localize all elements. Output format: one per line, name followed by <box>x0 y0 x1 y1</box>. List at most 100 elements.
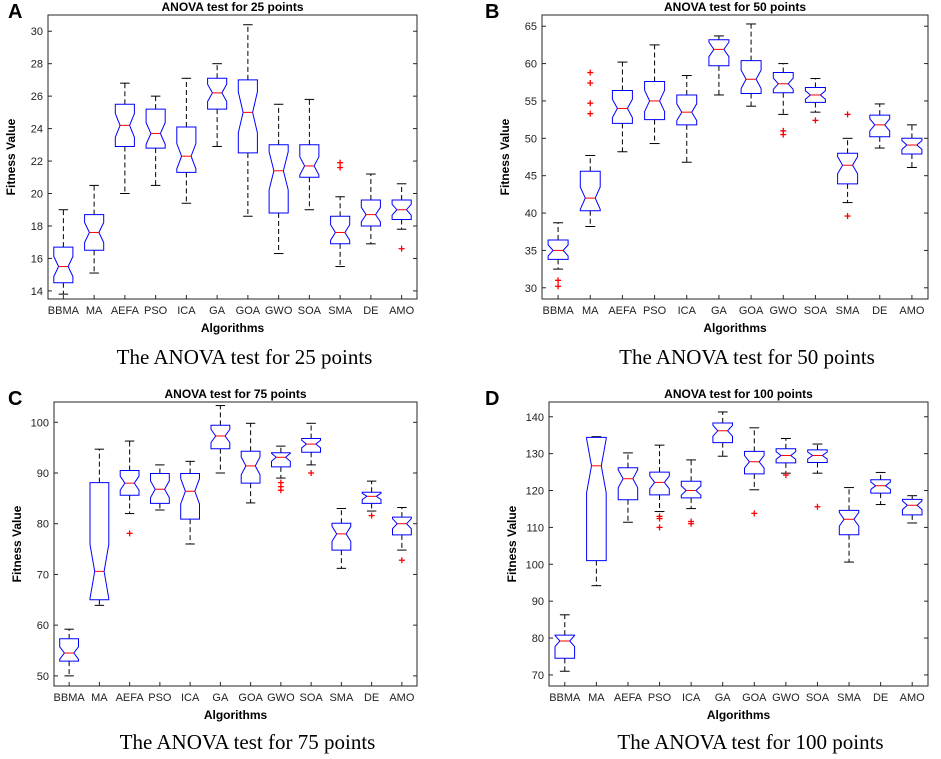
box-ga <box>712 411 733 457</box>
box-sma <box>837 111 859 220</box>
notched-box <box>361 491 382 504</box>
notched-box <box>870 479 891 494</box>
x-tick-label: DE <box>873 692 888 704</box>
x-tick-label: ICA <box>678 305 697 317</box>
x-tick-label: AEFA <box>614 692 643 704</box>
notched-box <box>299 144 320 178</box>
x-tick-label: SOA <box>300 692 324 704</box>
x-tick-label: SOA <box>804 305 828 317</box>
x-tick-label: DE <box>364 692 379 704</box>
box-ga <box>708 35 730 96</box>
y-axis-label: Fitness Value <box>505 505 519 582</box>
box-bbma <box>547 222 569 290</box>
notched-box <box>268 144 289 214</box>
notched-box <box>180 473 200 520</box>
notched-box <box>617 467 639 501</box>
notched-box <box>837 152 859 185</box>
box-ica <box>676 75 698 163</box>
notched-box <box>804 87 826 103</box>
chart-panel-b: B ANOVA test for 50 points 30 35 40 45 50 55 60 6… <box>485 0 929 335</box>
y-tick-label: 65 <box>525 21 537 33</box>
y-tick-label: 90 <box>532 596 544 608</box>
box-bbma <box>554 614 576 672</box>
x-tick-label: MA <box>588 692 605 704</box>
notched-box <box>579 170 601 212</box>
x-axis-label: Algorithms <box>707 708 771 722</box>
x-tick-label: BBMA <box>549 692 581 704</box>
box-sma <box>331 508 352 569</box>
notched-box <box>210 424 231 450</box>
plot-frame <box>548 401 929 687</box>
notched-box <box>89 482 110 601</box>
notched-box <box>740 60 762 94</box>
chart-panel-c: C ANOVA test for 75 points 50 60 70 80 90 100 Fi… <box>8 387 418 722</box>
box-ma <box>579 69 601 228</box>
chart-title: ANOVA test for 50 points <box>664 0 806 14</box>
y-tick-label: 40 <box>525 208 537 220</box>
y-tick-label: 28 <box>31 59 43 71</box>
chart-title: ANOVA test for 75 points <box>164 387 306 401</box>
notched-box <box>807 449 828 463</box>
notched-box <box>744 450 765 475</box>
box-ga <box>210 405 231 474</box>
y-axis-label: Fitness Value <box>4 118 18 195</box>
y-tick-label: 45 <box>525 171 537 183</box>
notched-box <box>391 199 412 220</box>
x-tick-label: MA <box>86 305 103 317</box>
x-tick-label: AMO <box>899 305 925 317</box>
x-tick-label: GOA <box>739 305 764 317</box>
box-goa <box>740 23 762 107</box>
box-bbma <box>53 209 74 295</box>
notched-box <box>114 103 135 147</box>
y-tick-label: 60 <box>37 620 49 632</box>
y-tick-label: 120 <box>526 486 544 498</box>
plot-frame <box>47 14 418 300</box>
x-tick-label: AEFA <box>608 305 637 317</box>
box-aefa <box>114 82 135 195</box>
box-ma <box>586 436 607 587</box>
y-tick-label: 140 <box>526 412 544 424</box>
box-ica <box>680 459 702 527</box>
box-bbma <box>59 628 79 677</box>
plot-frame <box>541 14 929 300</box>
y-tick-label: 130 <box>526 449 544 461</box>
y-tick-label: 30 <box>31 26 43 38</box>
y-axis-label: Fitness Value <box>498 118 512 195</box>
notched-box <box>392 516 412 536</box>
notched-box <box>586 436 607 562</box>
x-tick-label: GWO <box>267 692 295 704</box>
y-tick-label: 55 <box>525 96 537 108</box>
box-soa <box>299 98 320 211</box>
x-tick-label: MA <box>91 692 108 704</box>
x-tick-label: SMA <box>836 305 861 317</box>
box-de <box>360 173 381 245</box>
notched-box <box>330 215 351 245</box>
box-ica <box>180 460 200 545</box>
box-de <box>870 471 891 506</box>
x-tick-label: AMO <box>389 305 415 317</box>
x-tick-label: ICA <box>177 305 196 317</box>
x-axis-label: Algorithms <box>201 321 265 335</box>
box-gwo <box>268 103 289 255</box>
x-tick-label: AMO <box>900 692 926 704</box>
box-soa <box>807 443 828 510</box>
x-tick-label: BBMA <box>542 305 574 317</box>
box-amo <box>391 183 412 252</box>
x-tick-label: PSO <box>144 305 168 317</box>
x-tick-label: AEFA <box>116 692 145 704</box>
y-tick-label: 35 <box>525 245 537 257</box>
notched-box <box>271 452 291 468</box>
plot-frame <box>53 401 418 687</box>
notched-box <box>150 473 170 504</box>
notched-box <box>869 114 891 138</box>
notched-box <box>237 79 258 154</box>
x-tick-label: DE <box>363 305 378 317</box>
y-tick-label: 24 <box>31 124 43 136</box>
y-tick-label: 50 <box>37 671 49 683</box>
notched-box <box>301 438 321 453</box>
y-axis-label: Fitness Value <box>10 505 24 582</box>
notched-box <box>207 77 228 110</box>
box-pso <box>150 464 170 511</box>
box-aefa <box>617 452 639 523</box>
